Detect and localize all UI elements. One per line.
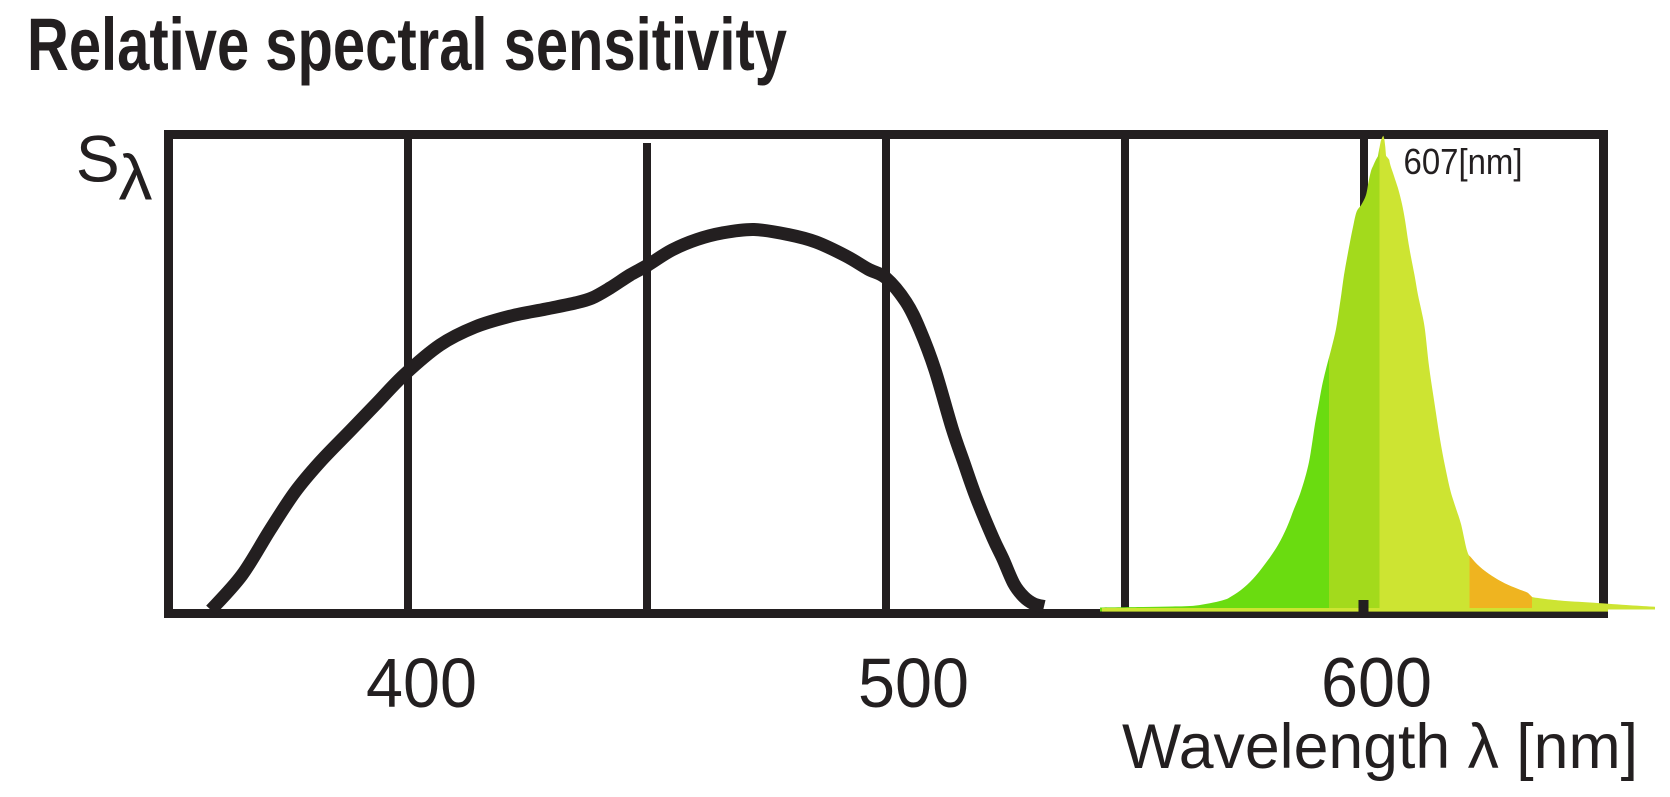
svg-text:Wavelength λ [nm]: Wavelength λ [nm]	[1122, 712, 1638, 782]
svg-text:Relative spectral sensitivity: Relative spectral sensitivity	[27, 3, 787, 86]
svg-text:600: 600	[1321, 644, 1432, 722]
svg-text:400: 400	[366, 644, 477, 722]
svg-text:λ: λ	[119, 142, 153, 214]
svg-text:500: 500	[858, 644, 969, 722]
svg-text:S: S	[76, 122, 120, 196]
svg-text:607[nm]: 607[nm]	[1404, 141, 1523, 182]
